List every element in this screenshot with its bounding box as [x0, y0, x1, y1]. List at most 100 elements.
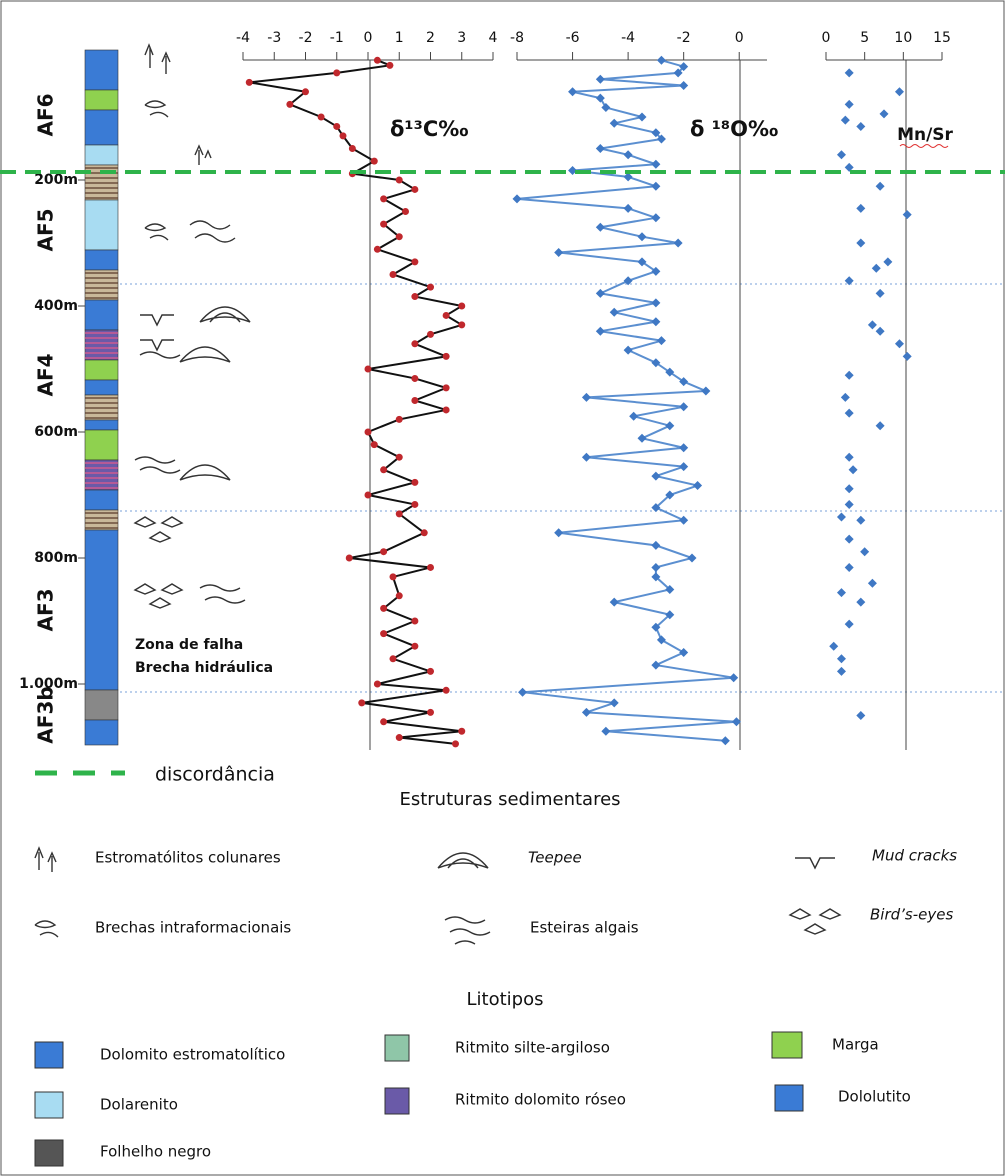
- data-point: [411, 340, 418, 347]
- data-point: [411, 186, 418, 193]
- legend-label: Teepee: [528, 849, 582, 867]
- lithology-bed: [85, 490, 118, 510]
- data-point: [286, 101, 293, 108]
- data-point: [458, 321, 465, 328]
- legend-label: Dolomito estromatolítico: [100, 1046, 285, 1064]
- data-point: [380, 548, 387, 555]
- legend-label: Ritmito dolomito róseo: [455, 1091, 626, 1109]
- x-tick-label: 3: [457, 30, 466, 46]
- lithology-bed: [85, 145, 118, 165]
- x-tick-label: -3: [267, 30, 281, 46]
- legend-label: Bird’s-eyes: [870, 906, 953, 924]
- data-point: [396, 510, 403, 517]
- data-point: [427, 709, 434, 716]
- facies-label: AF5: [34, 208, 58, 251]
- data-point: [390, 655, 397, 662]
- legend-label: Esteiras algais: [530, 919, 639, 937]
- lithology-bed: [85, 430, 118, 460]
- section-title: Estruturas sedimentares: [399, 789, 620, 810]
- legend-label: Dololutito: [838, 1088, 911, 1106]
- x-tick-label: -4: [621, 30, 635, 46]
- data-point: [458, 728, 465, 735]
- data-point: [443, 312, 450, 319]
- data-point: [411, 479, 418, 486]
- x-tick-label: 10: [894, 30, 912, 46]
- data-point: [427, 668, 434, 675]
- legend-label: Brechas intraformacionais: [95, 919, 291, 937]
- data-point: [246, 79, 253, 86]
- facies-label: AF4: [34, 353, 58, 396]
- data-point: [380, 605, 387, 612]
- legend-label: Ritmito silte-argiloso: [455, 1039, 610, 1057]
- x-tick-label: 0: [735, 30, 744, 46]
- data-point: [458, 303, 465, 310]
- lithology-bed: [85, 250, 118, 270]
- facies-label: AF6: [34, 93, 58, 136]
- axis-title: Mn/Sr: [897, 125, 953, 145]
- legend-label: Dolarenito: [100, 1096, 178, 1114]
- lithology-bed: [85, 50, 118, 90]
- data-point: [380, 718, 387, 725]
- y-tick-label: 600m: [34, 424, 78, 440]
- legend-label: discordância: [155, 764, 275, 786]
- data-point: [427, 331, 434, 338]
- data-point: [365, 429, 372, 436]
- data-point: [302, 88, 309, 95]
- data-point: [411, 293, 418, 300]
- lithology-bed: [85, 690, 118, 720]
- legend-label: Mud cracks: [872, 847, 957, 865]
- data-point: [443, 384, 450, 391]
- y-tick-label: 800m: [34, 550, 78, 566]
- lithology-bed: [85, 420, 118, 430]
- data-point: [386, 62, 393, 69]
- data-point: [358, 699, 365, 706]
- data-point: [374, 246, 381, 253]
- data-point: [396, 734, 403, 741]
- data-point: [411, 618, 418, 625]
- x-tick-label: -2: [299, 30, 313, 46]
- y-tick-label: 200m: [34, 172, 78, 188]
- x-tick-label: -2: [677, 30, 691, 46]
- data-point: [443, 353, 450, 360]
- lithology-bed: [85, 460, 118, 490]
- lithology-column: [85, 50, 118, 745]
- data-point: [427, 284, 434, 291]
- x-tick-label: 2: [426, 30, 435, 46]
- data-point: [411, 643, 418, 650]
- lithology-bed: [85, 110, 118, 145]
- data-point: [411, 258, 418, 265]
- x-tick-label: -1: [330, 30, 344, 46]
- section-title: Litotipos: [467, 989, 544, 1010]
- data-point: [396, 416, 403, 423]
- axis-title: δ ¹⁸O‰: [690, 117, 778, 141]
- data-point: [333, 69, 340, 76]
- x-tick-label: 4: [489, 30, 498, 46]
- lithology-bed: [85, 360, 118, 380]
- data-point: [396, 233, 403, 240]
- data-point: [380, 221, 387, 228]
- data-point: [349, 145, 356, 152]
- x-tick-label: 0: [822, 30, 831, 46]
- lithology-bed: [85, 330, 118, 360]
- data-point: [374, 681, 381, 688]
- data-point: [340, 132, 347, 139]
- legend-label: Estromatólitos colunares: [95, 849, 281, 867]
- data-point: [365, 366, 372, 373]
- data-point: [396, 454, 403, 461]
- lithology-bed: [85, 270, 118, 300]
- data-point: [396, 177, 403, 184]
- data-point: [443, 406, 450, 413]
- data-point: [396, 592, 403, 599]
- x-tick-label: 0: [364, 30, 373, 46]
- data-point: [374, 57, 381, 64]
- axis-title: δ¹³C‰: [390, 117, 468, 141]
- data-point: [390, 573, 397, 580]
- data-point: [390, 271, 397, 278]
- data-point: [365, 492, 372, 499]
- legend-label: Marga: [832, 1036, 879, 1054]
- figure: -4-3-2-101234200m400m600m800m1.000mδ¹³C‰…: [0, 0, 1005, 1176]
- lithology-bed: [85, 200, 118, 250]
- y-tick-label: 400m: [34, 298, 78, 314]
- legend-label: Folhelho negro: [100, 1143, 211, 1161]
- x-tick-label: -6: [566, 30, 580, 46]
